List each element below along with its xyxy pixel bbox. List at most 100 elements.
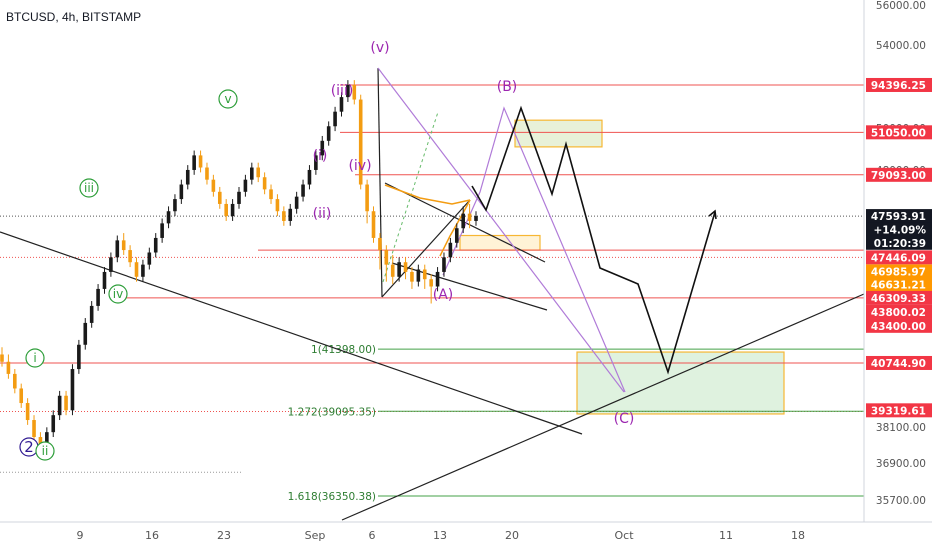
wave-label: ii (42, 444, 49, 458)
candle-body (410, 271, 414, 282)
ascending-trendline (341, 293, 865, 521)
candle-body (134, 262, 139, 277)
candle-body (461, 213, 465, 229)
candle-body (109, 257, 113, 272)
arrow-head (708, 209, 717, 220)
candle-body (371, 211, 376, 238)
candle-body (442, 257, 446, 272)
price-tag-label: 51050.00 (871, 127, 926, 139)
candle-body (121, 240, 126, 251)
price-tag-label: 46985.97 (871, 266, 926, 278)
price-axis-label: 35700.00 (876, 495, 926, 507)
candle-body (250, 167, 254, 180)
time-axis-label: 18 (791, 529, 805, 542)
time-axis-label: Oct (614, 529, 634, 542)
candle-body (57, 395, 62, 416)
time-axis-label: 9 (77, 529, 84, 542)
candle-body (301, 184, 305, 197)
price-axis-label: 38100.00 (876, 422, 926, 434)
moving-average (384, 184, 471, 205)
wave-label: (B) (497, 79, 518, 95)
channel-bottom (391, 262, 548, 311)
candle-body (160, 223, 164, 238)
price-tag (866, 250, 932, 265)
wave-circle (35, 441, 55, 461)
candle-body (390, 264, 395, 277)
dashed-guide (382, 111, 439, 283)
candle-body (474, 216, 478, 221)
price-tag (866, 167, 932, 182)
candle-body (166, 211, 171, 224)
candle-body (454, 228, 459, 243)
time-axis-label: 11 (719, 529, 733, 542)
time-axis-label: Sep (305, 529, 326, 542)
candle-body (198, 155, 203, 168)
price-tag-label: 01:20:39 (874, 238, 926, 250)
candle-body (282, 211, 286, 221)
price-tag (866, 290, 932, 305)
price-tag (866, 125, 932, 140)
candle-body (6, 361, 11, 374)
candle-body (467, 213, 472, 221)
candle-body (384, 250, 389, 265)
price-tag (866, 222, 932, 237)
candle-body (365, 184, 369, 212)
candle-body (256, 167, 261, 178)
price-tag (866, 77, 932, 92)
candle-body (173, 199, 177, 212)
candle-body (422, 269, 427, 280)
price-tag-label: 43800.02 (871, 307, 926, 319)
wave-label: i (33, 351, 36, 365)
candle-body (429, 279, 433, 287)
candle-body (294, 196, 299, 209)
time-axis-label: 13 (433, 529, 447, 542)
projection-path (471, 105, 716, 375)
price-tag-label: 47593.91 (871, 211, 926, 223)
candle-body (147, 252, 152, 265)
candle-body (237, 191, 241, 204)
price-axis: 56000.0054000.0052000.0050000.0048000.00… (863, 0, 932, 522)
time-axis: 9 16 23 Sep 6 13 20 Oct 11 18 (0, 521, 932, 542)
resistance-box (459, 234, 541, 251)
candle-body (25, 403, 30, 421)
price-axis-label: 36900.00 (876, 458, 926, 470)
price-tag (866, 403, 932, 418)
candle-body (333, 111, 337, 127)
wave-label: iv (113, 287, 123, 301)
candle-body (320, 140, 325, 156)
price-tag (866, 209, 932, 224)
candle-body (211, 179, 216, 192)
wave-circle (25, 348, 45, 368)
wave-label: (v) (370, 40, 389, 56)
wave-circle (79, 178, 99, 198)
fib-level-label: 1.272(39095.35) (288, 406, 376, 418)
candle-body (352, 84, 357, 100)
candle-body (397, 262, 401, 277)
candle-body (307, 169, 312, 185)
fib-level-label: 1.618(36350.38) (288, 491, 376, 503)
price-tag (866, 277, 932, 292)
candle-body (314, 155, 318, 170)
price-axis-label: 54000.00 (876, 40, 926, 52)
time-axis-label: 6 (369, 529, 376, 542)
candle-body (358, 99, 363, 185)
purple-projection (442, 106, 626, 393)
candle-body (435, 271, 440, 287)
horizontal-levels: 1(41398.00) 1.272(39095.35) 1.618(36350.38… (0, 84, 864, 503)
candle-body (32, 420, 36, 438)
wave-label: 2 (24, 438, 34, 456)
candle-body (403, 262, 408, 272)
candle-body (51, 415, 56, 433)
price-tag-label: 46631.21 (871, 280, 926, 292)
candle-body (70, 369, 75, 411)
price-tag-label: 94396.25 (871, 80, 926, 92)
price-tag-label: 43400.00 (871, 321, 926, 333)
channel-top (384, 182, 546, 263)
time-axis-label: 23 (217, 529, 231, 542)
wave-circle (218, 89, 238, 109)
candle-body (96, 288, 100, 306)
wave-label: (iii) (331, 83, 354, 99)
price-tag-label: 39319.61 (871, 405, 926, 417)
